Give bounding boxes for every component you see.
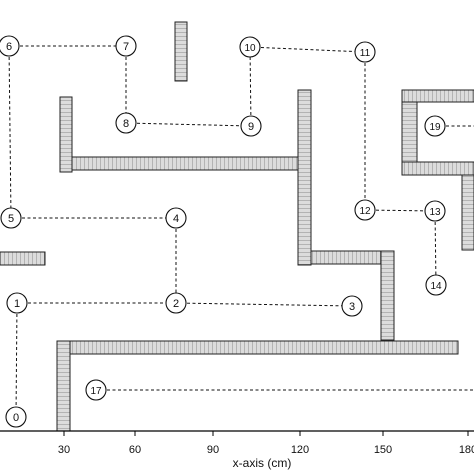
graph-node-0: 0: [5, 406, 27, 428]
node-label: 17: [90, 386, 102, 397]
node-circle: [0, 207, 22, 229]
node-label: 10: [244, 43, 256, 54]
x-tick-label: 120: [291, 444, 309, 456]
node-label: 9: [248, 121, 254, 133]
node-circle: [115, 35, 137, 57]
node-label: 6: [6, 41, 12, 53]
graph-edge: [175, 302, 353, 307]
wall-segment: [401, 161, 474, 176]
edges-layer: [8, 45, 474, 418]
node-label: 5: [8, 213, 14, 225]
node-label: 8: [123, 118, 129, 130]
graph-edge: [434, 210, 437, 286]
node-label: 13: [429, 207, 441, 218]
wall-segment: [310, 250, 385, 265]
node-circle: [0, 35, 20, 57]
wall-segment: [174, 21, 188, 82]
graph-node-7: 7: [115, 35, 137, 57]
node-circle: [6, 292, 28, 314]
wall-segment: [59, 96, 73, 173]
wall-segment: [69, 340, 459, 355]
x-axis: 30 60 90 120 150 180 x-axis (cm): [0, 430, 474, 470]
node-circle: [424, 115, 446, 137]
graph-edge: [125, 122, 252, 127]
graph-node-1: 1: [6, 292, 28, 314]
node-label: 3: [349, 301, 355, 313]
node-label: 14: [430, 281, 442, 292]
graph-edge: [364, 209, 436, 212]
node-circle: [115, 112, 137, 134]
x-tick-label: 150: [374, 444, 392, 456]
node-circle: [425, 274, 447, 296]
x-tick-label: 180: [459, 444, 474, 456]
node-circle: [165, 207, 187, 229]
graph-node-11: 11: [354, 41, 376, 63]
node-label: 12: [359, 206, 371, 217]
node-circle: [165, 292, 187, 314]
node-circle: [354, 199, 376, 221]
x-tick-label: 90: [207, 444, 219, 456]
wall-segment: [56, 340, 71, 432]
node-label: 19: [429, 122, 441, 133]
node-circle: [424, 200, 446, 222]
wall-segment: [380, 250, 395, 341]
node-circle: [5, 406, 27, 428]
graph-node-19: 19: [424, 115, 446, 137]
graph-node-13: 13: [424, 200, 446, 222]
graph-edge: [249, 46, 366, 53]
node-circle: [240, 115, 262, 137]
graph-node-12: 12: [354, 199, 376, 221]
graph-node-10: 10: [239, 36, 261, 58]
wall-segment: [71, 156, 303, 171]
node-label: 4: [173, 213, 179, 225]
graph-edge: [249, 46, 252, 127]
x-tick-label: 30: [58, 444, 70, 456]
walls-layer: [0, 21, 474, 432]
graph-node-5: 5: [0, 207, 22, 229]
x-tick-label: 60: [129, 444, 141, 456]
graph-node-2: 2: [165, 292, 187, 314]
wall-segment: [297, 89, 312, 266]
x-axis-label: x-axis (cm): [233, 456, 292, 470]
node-circle: [341, 295, 363, 317]
graph-node-4: 4: [165, 207, 187, 229]
node-label: 1: [14, 298, 20, 310]
node-label: 0: [13, 412, 19, 424]
graph-node-6: 6: [0, 35, 20, 57]
wall-segment: [0, 251, 46, 266]
node-label: 7: [123, 41, 129, 53]
graph-edge: [15, 302, 18, 418]
graph-node-17: 17: [85, 379, 107, 401]
graph-node-9: 9: [240, 115, 262, 137]
graph-node-3: 3: [341, 295, 363, 317]
graph-node-14: 14: [425, 274, 447, 296]
node-label: 11: [360, 48, 371, 59]
node-circle: [85, 379, 107, 401]
node-label: 2: [173, 298, 179, 310]
wall-segment: [461, 174, 474, 251]
node-circle: [239, 36, 261, 58]
graph-edge: [8, 45, 12, 219]
graph-node-8: 8: [115, 112, 137, 134]
node-circle: [354, 41, 376, 63]
wall-segment: [401, 89, 474, 103]
